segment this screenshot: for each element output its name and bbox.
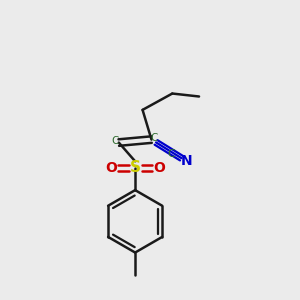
Text: S: S [130,160,141,175]
Text: O: O [105,161,117,175]
Text: C: C [167,148,175,159]
Text: C: C [150,133,158,143]
Text: O: O [153,161,165,175]
Text: C: C [112,136,119,146]
Text: N: N [180,154,192,168]
